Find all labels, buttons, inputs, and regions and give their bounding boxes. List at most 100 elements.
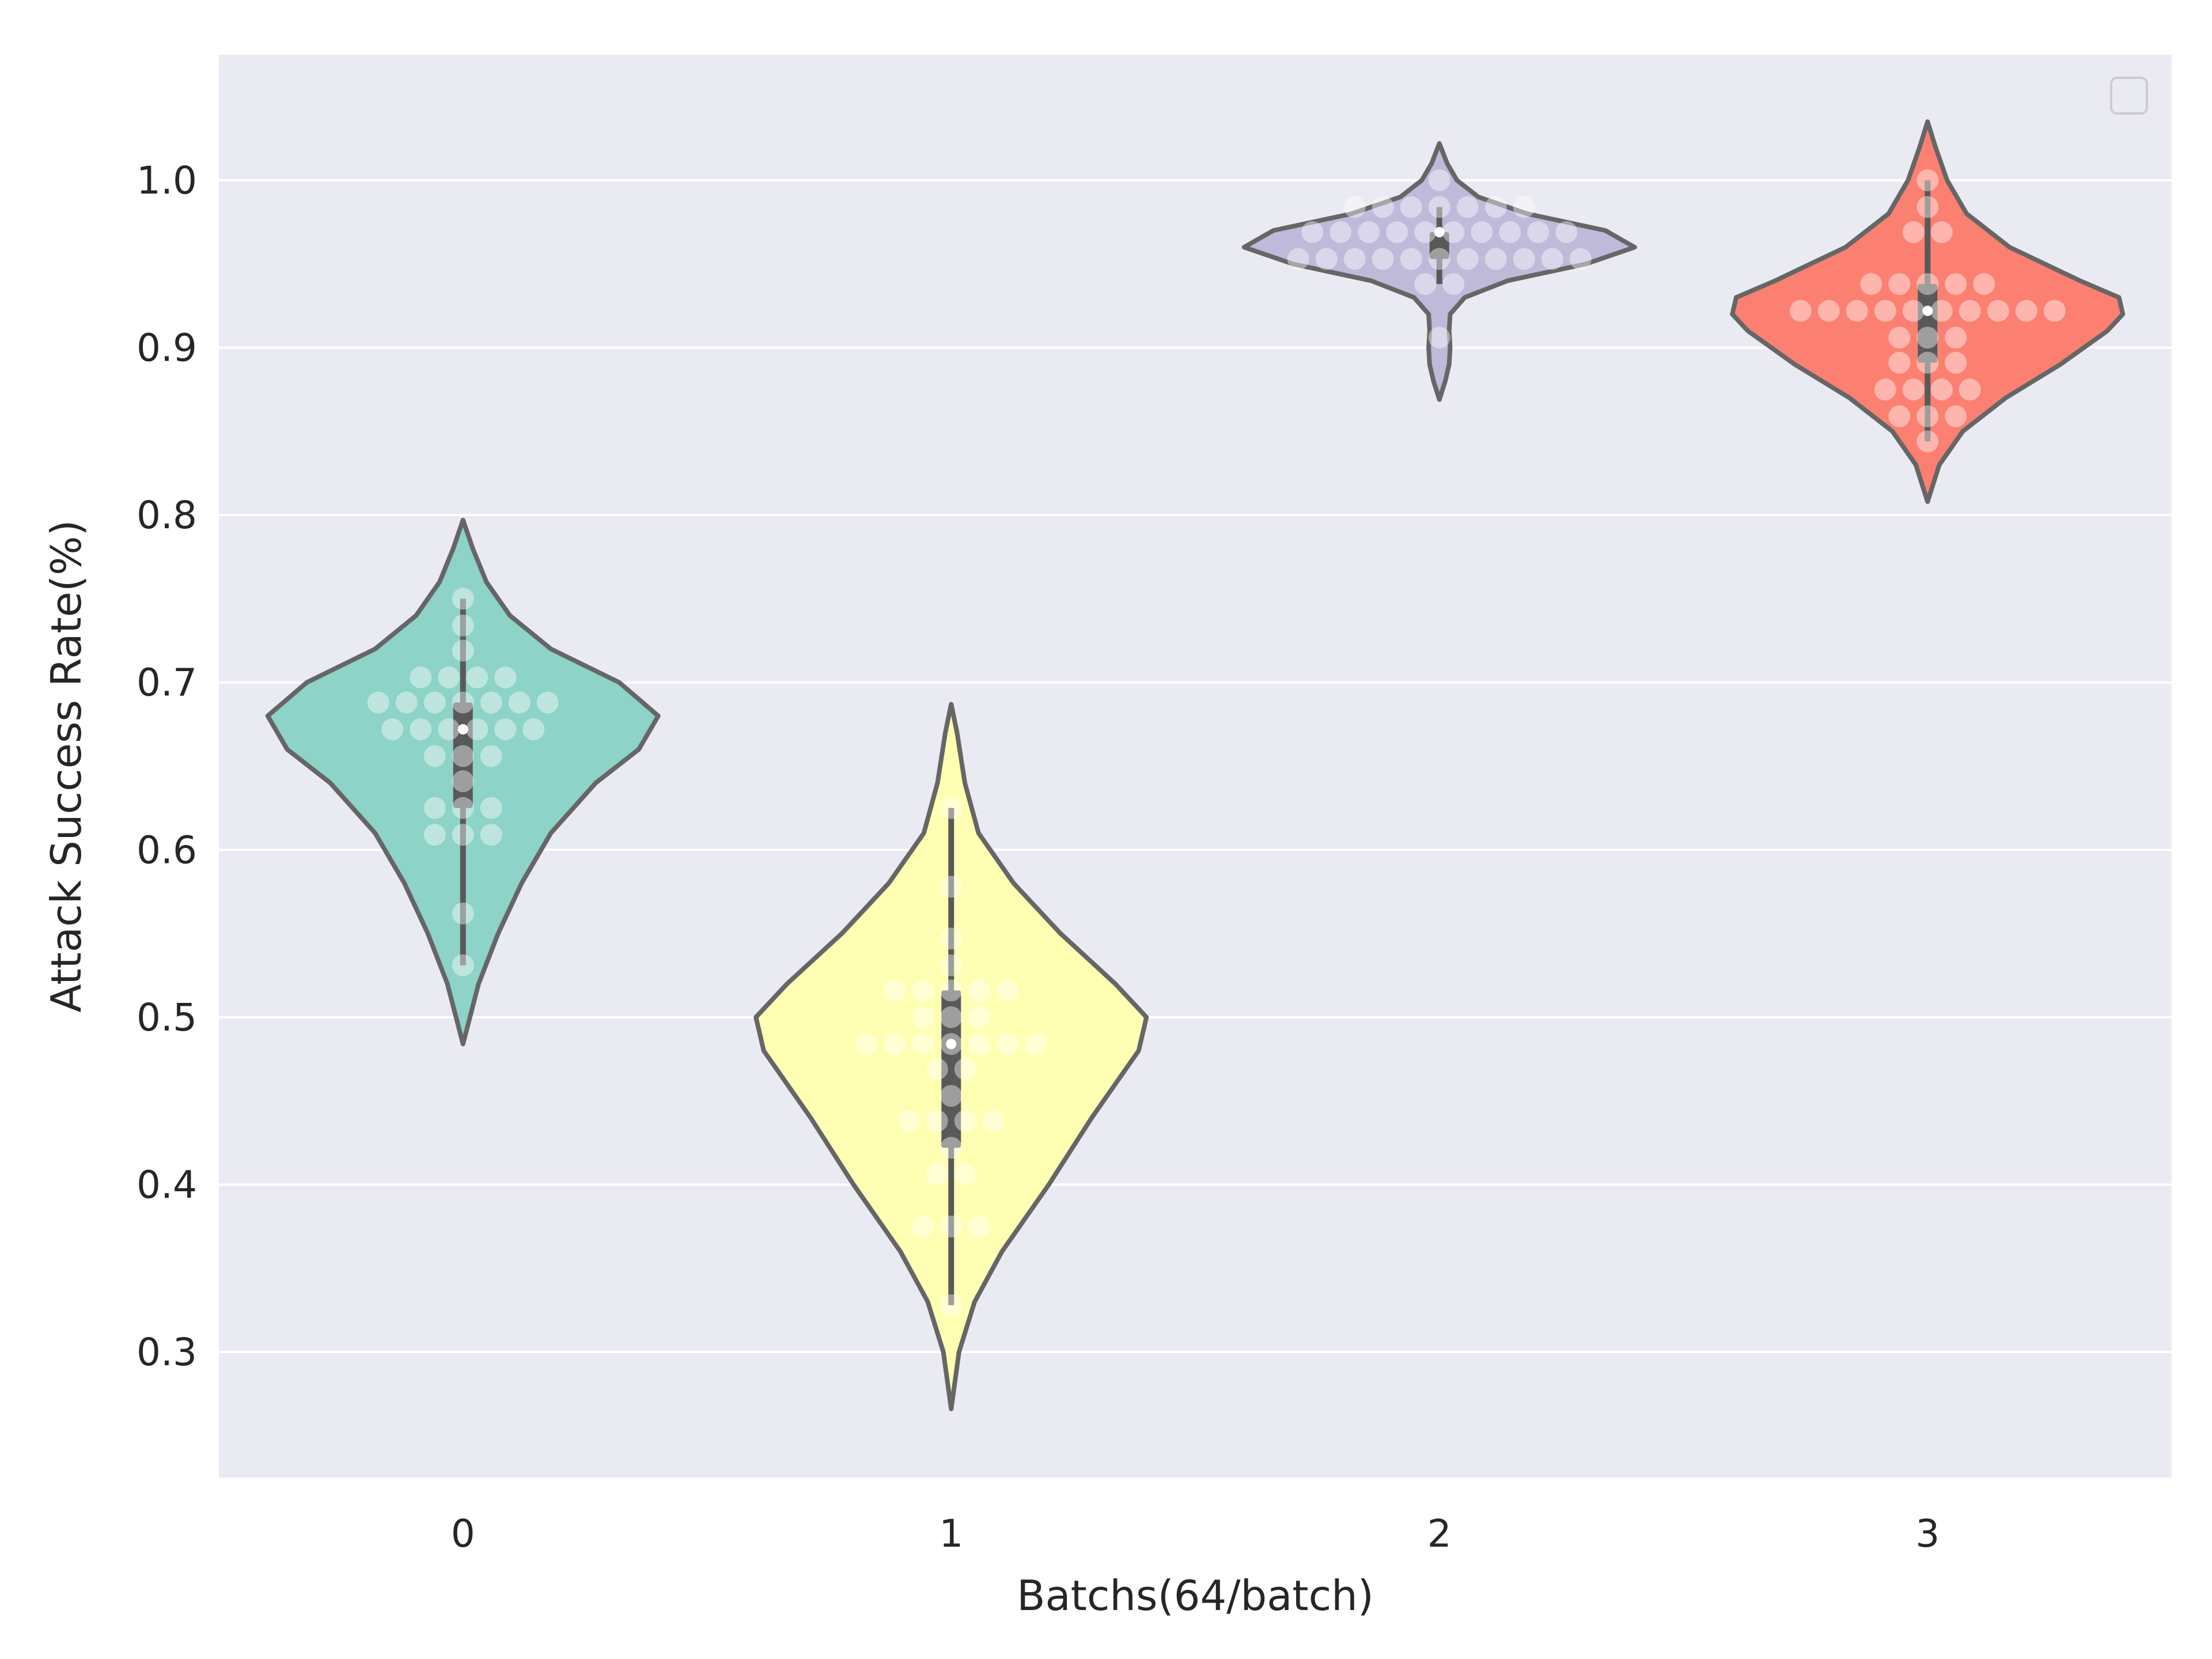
swarm-point xyxy=(1888,351,1911,374)
swarm-point xyxy=(940,979,963,1002)
swarm-point xyxy=(480,691,502,714)
swarm-point xyxy=(1902,300,1925,322)
swarm-point xyxy=(1484,248,1507,270)
violin-group-0 xyxy=(265,517,661,1047)
swarm-point xyxy=(1930,300,1953,322)
swarm-point xyxy=(1456,196,1479,218)
violin-median xyxy=(1434,227,1445,238)
swarm-point xyxy=(968,1215,991,1238)
swarm-point xyxy=(367,691,389,714)
swarm-point xyxy=(494,666,517,688)
swarm-point xyxy=(1315,248,1338,270)
swarm-point xyxy=(1888,273,1911,296)
swarm-point xyxy=(940,876,963,898)
swarm-point xyxy=(1916,273,1939,296)
swarm-point xyxy=(1386,221,1408,244)
x-tick-label: 1 xyxy=(939,1512,963,1556)
swarm-point xyxy=(1930,378,1953,401)
swarm-point xyxy=(423,824,446,846)
swarm-point xyxy=(1541,248,1563,270)
swarm-point xyxy=(997,979,1019,1002)
violin-box xyxy=(941,990,961,1148)
swarm-point xyxy=(912,1006,934,1028)
swarm-point xyxy=(1025,1033,1047,1055)
swarm-point xyxy=(1330,221,1352,244)
y-tick-label: 1.0 xyxy=(137,158,197,203)
swarm-point xyxy=(968,979,991,1002)
y-tick-label: 0.3 xyxy=(137,1330,197,1374)
violin-group-2 xyxy=(1241,141,1637,402)
y-tick-label: 0.5 xyxy=(137,995,197,1040)
swarm-point xyxy=(1916,351,1939,374)
swarm-point xyxy=(1372,248,1394,270)
swarm-point xyxy=(1789,300,1812,322)
swarm-point xyxy=(1372,196,1394,218)
swarm-point xyxy=(997,1033,1019,1055)
swarm-point xyxy=(452,797,474,819)
swarm-point xyxy=(1945,273,1967,296)
swarm-point xyxy=(940,1294,963,1316)
swarm-point xyxy=(1471,221,1493,244)
y-axis-title: Attack Success Rate(%) xyxy=(42,520,90,1012)
swarm-point xyxy=(1555,221,1578,244)
swarm-point xyxy=(452,902,474,925)
swarm-point xyxy=(480,745,502,767)
swarm-point xyxy=(466,666,488,688)
swarm-point xyxy=(1817,300,1840,322)
swarm-point xyxy=(855,1033,878,1055)
swarm-point xyxy=(452,614,474,637)
swarm-point xyxy=(1513,196,1535,218)
y-tick-label: 0.8 xyxy=(137,493,197,537)
swarm-point xyxy=(1428,196,1450,218)
swarm-point xyxy=(466,718,488,741)
swarm-point xyxy=(1527,221,1550,244)
swarm-point xyxy=(1442,273,1465,296)
swarm-point xyxy=(968,1006,991,1028)
swarm-point xyxy=(1358,221,1380,244)
swarm-point xyxy=(1499,221,1521,244)
swarm-point xyxy=(1916,327,1939,349)
swarm-point xyxy=(1428,169,1450,191)
swarm-point xyxy=(1945,327,1967,349)
swarm-point xyxy=(1400,248,1422,270)
swarm-point xyxy=(940,1006,963,1028)
swarm-point xyxy=(897,1110,920,1132)
swarm-point xyxy=(1930,221,1953,244)
swarm-point xyxy=(494,718,517,741)
swarm-point xyxy=(982,1110,1005,1132)
swarm-point xyxy=(438,666,460,688)
swarm-point xyxy=(954,1164,976,1186)
swarm-point xyxy=(480,797,502,819)
swarm-point xyxy=(1442,221,1465,244)
swarm-point xyxy=(1414,221,1437,244)
swarm-point xyxy=(536,691,559,714)
swarm-point xyxy=(940,797,963,819)
swarm-point xyxy=(452,691,474,714)
swarm-point xyxy=(884,979,906,1002)
x-tick-labels: 0 1 2 3 xyxy=(451,1512,1940,1556)
swarm-point xyxy=(1301,221,1324,244)
swarm-point xyxy=(968,1033,991,1055)
swarm-point xyxy=(1902,378,1925,401)
swarm-point xyxy=(1874,378,1896,401)
violin-layer xyxy=(265,119,2126,1411)
y-tick-label: 0.7 xyxy=(137,661,197,705)
swarm-point xyxy=(1846,300,1868,322)
swarm-point xyxy=(912,1033,934,1055)
swarm-point xyxy=(1959,378,1981,401)
swarm-point xyxy=(1343,248,1366,270)
swarm-point xyxy=(452,639,474,662)
swarm-point xyxy=(1428,327,1450,349)
y-tick-labels: 0.3 0.4 0.5 0.6 0.7 0.8 0.9 1.0 xyxy=(137,158,197,1374)
swarm-point xyxy=(1569,248,1592,270)
swarm-point xyxy=(452,824,474,846)
swarm-point xyxy=(1945,405,1967,427)
violin-median xyxy=(1922,305,1933,316)
violin-box xyxy=(1918,284,1938,363)
swarm-point xyxy=(884,1033,906,1055)
swarm-point xyxy=(940,1137,963,1159)
swarm-point xyxy=(1916,430,1939,453)
swarm-point xyxy=(1916,169,1939,191)
x-axis-title: Batchs(64/batch) xyxy=(1017,1571,1374,1620)
